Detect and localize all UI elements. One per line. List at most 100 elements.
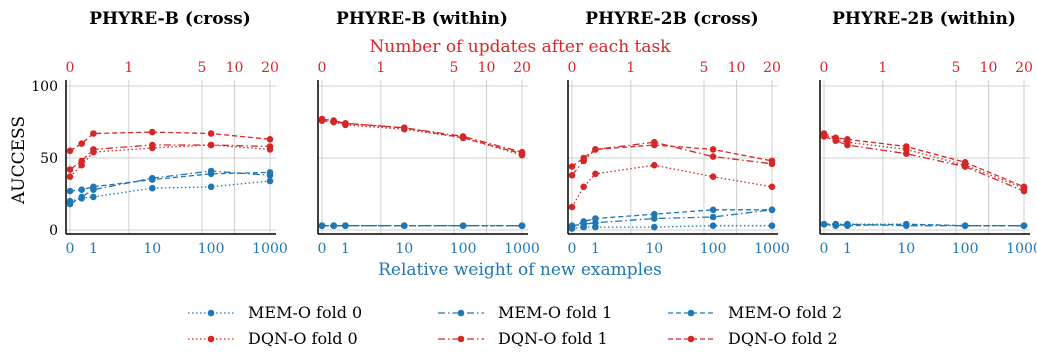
data-point: [709, 153, 717, 160]
data-point: [342, 120, 349, 127]
top-tick-label: 5: [198, 60, 207, 76]
top-tick-label: 20: [261, 60, 279, 76]
data-point: [66, 173, 74, 180]
data-point: [651, 210, 658, 218]
series-line: [571, 209, 772, 228]
series-line: [571, 141, 773, 176]
x-tick-label: 100: [952, 241, 979, 257]
y-tick-label: 100: [31, 79, 58, 95]
data-point: [709, 206, 717, 214]
data-point: [401, 222, 408, 229]
x-tick-label: 0: [318, 241, 327, 257]
data-point: [1020, 183, 1028, 191]
legend-label: MEM-O fold 1: [498, 303, 612, 322]
data-point: [568, 223, 576, 231]
data-point: [580, 183, 587, 191]
legend-label: MEM-O fold 0: [248, 303, 362, 322]
top-tick-label: 20: [1015, 60, 1033, 76]
data-point: [149, 128, 156, 136]
legend-entry: MEM-O fold 0: [188, 303, 362, 322]
data-point: [709, 222, 717, 229]
data-point: [330, 222, 338, 229]
x-tick-label: 0: [820, 241, 829, 257]
data-point: [149, 184, 156, 192]
data-point: [90, 183, 97, 191]
data-point: [903, 150, 910, 157]
series-line: [823, 135, 1025, 192]
series-line: [824, 223, 1024, 227]
x-tick-label: 1000: [1006, 241, 1037, 257]
x-tick-label: 1: [843, 241, 852, 257]
legend-label: DQN-O fold 1: [498, 329, 608, 348]
data-point: [592, 146, 599, 153]
top-tick-label: 20: [513, 60, 531, 76]
y-axis-label: AUCCESS: [9, 116, 29, 205]
legend-swatch-marker: [687, 309, 695, 317]
data-point: [266, 169, 274, 176]
data-point: [78, 140, 85, 147]
x-tick-label: 10: [645, 241, 663, 257]
legend-swatch-marker: [457, 335, 465, 343]
data-point: [266, 136, 274, 143]
x-tick-label: 1: [591, 241, 600, 257]
data-point: [651, 141, 658, 149]
panel-title: PHYRE-2B (cross): [585, 9, 758, 29]
data-point: [207, 141, 215, 149]
data-point: [66, 200, 74, 208]
data-point: [1020, 222, 1028, 229]
data-point: [768, 183, 776, 191]
data-point: [832, 134, 839, 142]
top-tick-label: 10: [226, 60, 244, 76]
data-point: [832, 220, 839, 228]
data-point: [518, 222, 526, 229]
data-point: [820, 220, 828, 228]
series-line: [571, 225, 772, 230]
x-tick-label: 1: [341, 241, 350, 257]
top-tick-label: 10: [728, 60, 746, 76]
data-point: [903, 220, 910, 228]
series-line: [321, 118, 523, 153]
data-point: [66, 187, 74, 195]
data-point: [78, 157, 85, 165]
data-point: [568, 203, 576, 211]
data-point: [568, 163, 576, 170]
top-tick-label: 0: [820, 60, 829, 76]
panel-1: PHYRE-B (within)0 1 5 10 200 1 10 100 1000: [317, 9, 540, 257]
top-tick-label: 10: [478, 60, 496, 76]
data-point: [266, 143, 274, 150]
top-tick-label: 5: [952, 60, 961, 76]
data-point: [330, 118, 338, 126]
top-tick-label: 10: [980, 60, 998, 76]
x-tick-label: 100: [198, 241, 225, 257]
legend-entry: MEM-O fold 1: [438, 303, 612, 322]
series-line: [571, 144, 773, 168]
series-line: [321, 119, 523, 156]
x-tick-label: 0: [66, 241, 75, 257]
data-point: [844, 136, 851, 143]
y-tick-label: 50: [40, 151, 58, 167]
legend-label: MEM-O fold 2: [728, 303, 842, 322]
series-line: [69, 144, 271, 171]
x-tick-label: 10: [395, 241, 413, 257]
legend-entry: DQN-O fold 2: [668, 329, 838, 348]
data-point: [207, 183, 215, 191]
series-line: [823, 134, 1025, 189]
x-tick-label: 1000: [754, 241, 790, 257]
series-line: [571, 209, 773, 227]
y-tick-label: 0: [49, 223, 58, 239]
data-point: [903, 143, 910, 150]
x-tick-label: 10: [897, 241, 915, 257]
data-point: [90, 130, 97, 137]
data-point: [66, 147, 74, 155]
data-point: [318, 222, 326, 229]
top-tick-label: 20: [763, 60, 781, 76]
data-point: [580, 154, 587, 162]
data-point: [401, 124, 408, 132]
legend-label: DQN-O fold 0: [248, 329, 358, 348]
panel-2: PHYRE-2B (cross)0 1 5 10 200 1 10 100 1000: [567, 9, 790, 257]
data-point: [768, 222, 776, 229]
data-point: [266, 177, 274, 185]
top-tick-label: 1: [124, 60, 133, 76]
